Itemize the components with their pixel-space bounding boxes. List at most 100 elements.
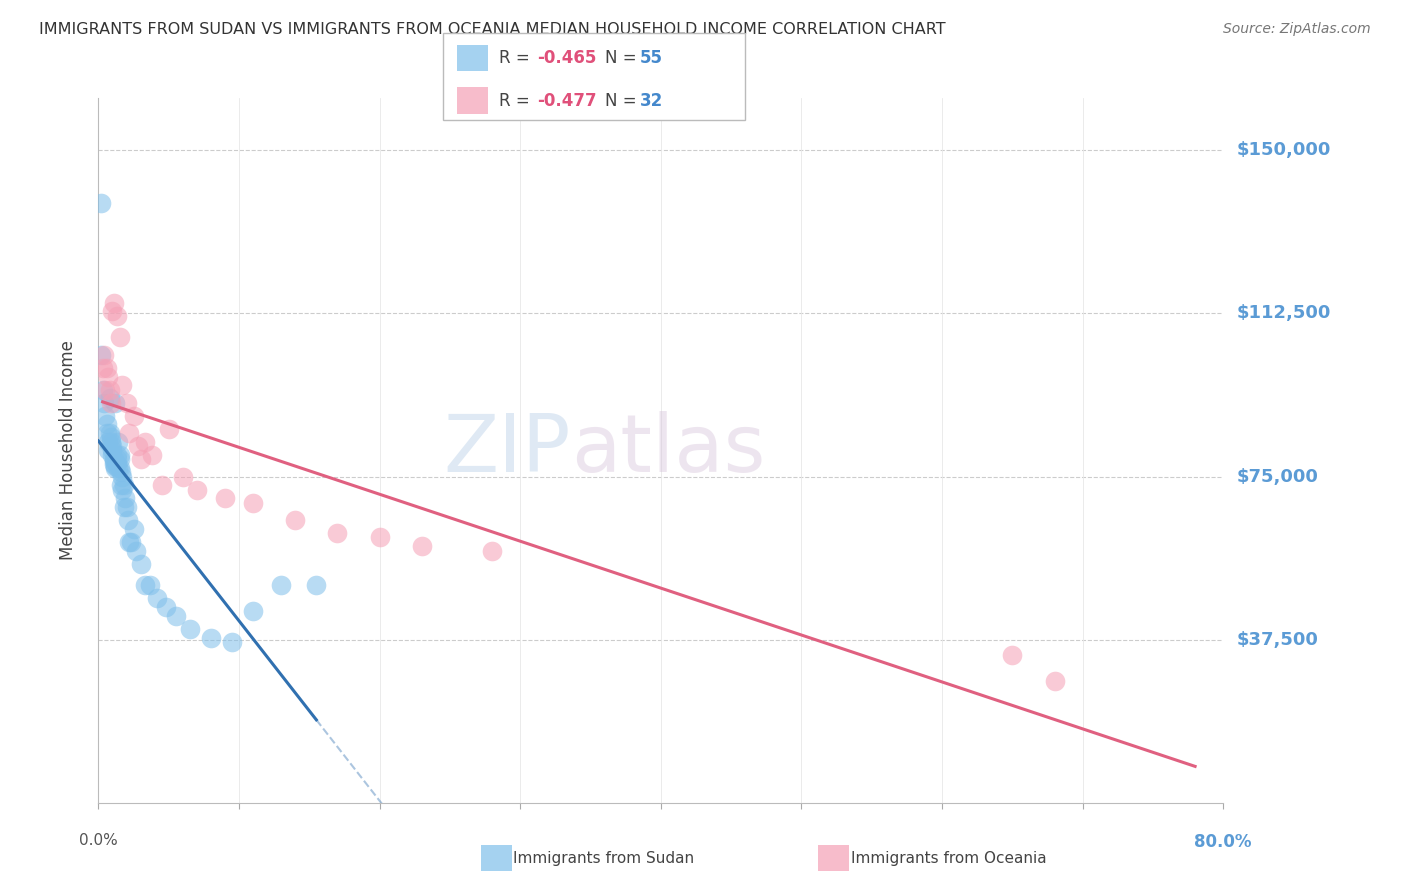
Point [1001, 648, 1024, 662]
Point [111, 483, 134, 497]
Point [112, 478, 135, 492]
Point [134, 578, 156, 592]
Point [179, 622, 201, 636]
Point [104, 458, 127, 473]
Point [108, 461, 131, 475]
Text: $75,000: $75,000 [1237, 467, 1319, 485]
Point [105, 452, 128, 467]
Point [105, 457, 128, 471]
Point [93, 348, 115, 362]
Point [108, 448, 131, 462]
Point [127, 439, 149, 453]
Point [111, 378, 134, 392]
Point [122, 522, 145, 536]
Point [100, 395, 122, 409]
Point [284, 513, 307, 527]
Text: Source: ZipAtlas.com: Source: ZipAtlas.com [1223, 22, 1371, 37]
Point [90, 195, 112, 210]
Text: R =: R = [499, 49, 536, 67]
Point [108, 330, 131, 344]
Point [107, 461, 129, 475]
Text: ZIP: ZIP [443, 411, 571, 490]
Point [134, 434, 156, 449]
Point [139, 578, 162, 592]
Point [117, 513, 139, 527]
Point [172, 469, 194, 483]
Text: IMMIGRANTS FROM SUDAN VS IMMIGRANTS FROM OCEANIA MEDIAN HOUSEHOLD INCOME CORRELA: IMMIGRANTS FROM SUDAN VS IMMIGRANTS FROM… [39, 22, 946, 37]
Point [305, 578, 328, 592]
Point [157, 422, 180, 436]
Point [270, 578, 292, 592]
Point [112, 500, 135, 514]
Point [103, 452, 125, 467]
Text: 80.0%: 80.0% [1195, 833, 1251, 851]
Point [96, 360, 118, 375]
Text: -0.465: -0.465 [537, 49, 596, 67]
Point [200, 631, 222, 645]
Point [165, 608, 187, 623]
Point [242, 496, 264, 510]
Point [94, 409, 117, 423]
Point [101, 304, 124, 318]
Point [120, 534, 142, 549]
Point [111, 469, 134, 483]
Point [108, 452, 131, 467]
Point [114, 491, 136, 506]
Point [186, 483, 208, 497]
Point [326, 526, 349, 541]
Point [105, 309, 128, 323]
Point [104, 461, 127, 475]
Point [101, 439, 124, 453]
Point [110, 465, 132, 479]
Text: N =: N = [605, 49, 641, 67]
Text: $150,000: $150,000 [1237, 141, 1331, 160]
Point [481, 543, 503, 558]
Point [101, 443, 124, 458]
Point [100, 434, 122, 449]
Point [129, 452, 152, 467]
Point [90, 348, 112, 362]
Text: $112,500: $112,500 [1237, 304, 1331, 322]
Point [96, 425, 118, 440]
Point [221, 635, 243, 649]
Point [94, 383, 117, 397]
Point [104, 395, 127, 409]
Point [101, 448, 124, 462]
Text: Immigrants from Oceania: Immigrants from Oceania [851, 851, 1046, 865]
Point [411, 539, 433, 553]
Point [103, 457, 125, 471]
Text: R =: R = [499, 92, 536, 110]
Point [118, 534, 141, 549]
Text: $37,500: $37,500 [1237, 631, 1319, 648]
Point [141, 448, 163, 462]
Point [105, 448, 128, 462]
Point [150, 478, 173, 492]
Point [103, 454, 125, 468]
Point [146, 591, 169, 606]
Point [91, 383, 114, 397]
Point [214, 491, 236, 506]
Point [97, 434, 120, 449]
Point [155, 600, 177, 615]
Text: Immigrants from Sudan: Immigrants from Sudan [513, 851, 695, 865]
Point [242, 604, 264, 618]
Point [97, 443, 120, 458]
Point [97, 369, 120, 384]
Text: -0.477: -0.477 [537, 92, 596, 110]
Point [98, 425, 121, 440]
Point [118, 425, 141, 440]
Text: 55: 55 [640, 49, 662, 67]
Point [125, 543, 148, 558]
Point [107, 434, 129, 449]
Text: atlas: atlas [571, 411, 765, 490]
Point [122, 409, 145, 423]
Point [1043, 673, 1066, 688]
Point [115, 500, 138, 514]
Text: 0.0%: 0.0% [79, 833, 118, 848]
Point [110, 478, 132, 492]
Text: 32: 32 [640, 92, 664, 110]
Point [115, 395, 138, 409]
Point [100, 430, 122, 444]
Point [129, 557, 152, 571]
Point [103, 295, 125, 310]
